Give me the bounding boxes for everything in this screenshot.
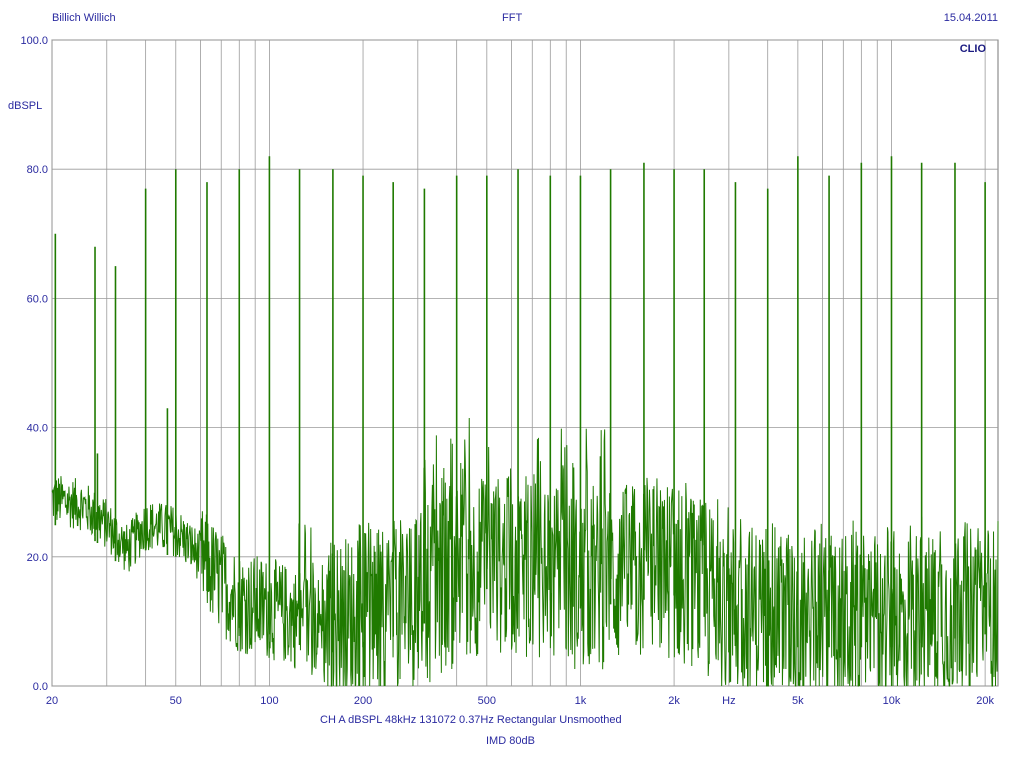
y-tick-label: 60.0: [27, 293, 48, 305]
noise-floor-trace: [51, 417, 999, 687]
grid: [51, 39, 998, 687]
x-tick-label: 1k: [575, 695, 587, 707]
header-date: 15.04.2011: [943, 12, 998, 24]
trace: [51, 156, 999, 687]
x-tick-label: 5k: [792, 695, 804, 707]
x-tick-label: 20: [46, 695, 58, 707]
header-left: Billich Willich: [52, 12, 116, 24]
x-tick-label: 10k: [883, 695, 901, 707]
x-axis: 20 50 100 200 500 1k 2k 5k 10k 20k Hz: [46, 695, 995, 707]
y-tick-label: 20.0: [27, 552, 48, 564]
x-tick-label: 100: [260, 695, 278, 707]
x-tick-label: 500: [478, 695, 496, 707]
x-tick-label: 2k: [668, 695, 680, 707]
y-tick-label: 100.0: [20, 35, 48, 47]
y-tick-label: 40.0: [27, 423, 48, 435]
y-tick-label: 80.0: [27, 164, 48, 176]
x-tick-label: 50: [170, 695, 182, 707]
header-title: FFT: [502, 12, 523, 24]
footer-settings: CH A dBSPL 48kHz 131072 0.37Hz Rectangul…: [320, 714, 622, 726]
footer-imd: IMD 80dB: [486, 735, 535, 747]
brand-label: CLIO: [960, 43, 987, 55]
x-tick-label: 20k: [976, 695, 994, 707]
y-tick-label: 0.0: [33, 681, 48, 693]
y-axis: 0.0 20.0 40.0 60.0 80.0 100.0: [20, 35, 48, 693]
y-axis-label: dBSPL: [8, 100, 42, 112]
x-tick-label: 200: [354, 695, 372, 707]
x-unit-label: Hz: [722, 695, 735, 707]
